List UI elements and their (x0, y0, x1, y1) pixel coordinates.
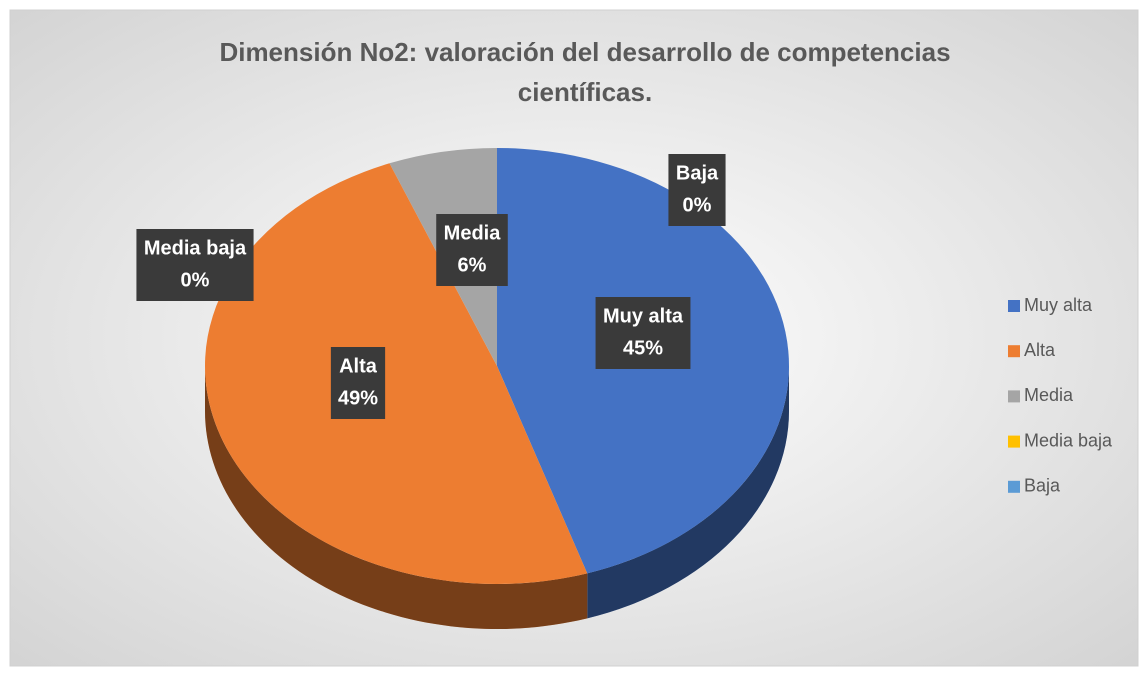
data-label-value: 0% (181, 269, 210, 291)
data-label-value: 45% (623, 337, 663, 359)
data-label-name: Baja (676, 162, 719, 184)
legend-label: Media baja (1024, 430, 1113, 450)
data-label-name: Media baja (144, 237, 247, 259)
legend-label: Alta (1024, 340, 1056, 360)
chart-title: Dimensión No2: valoración del desarrollo… (219, 37, 951, 107)
data-label: Muy alta 45% (595, 297, 691, 369)
data-label-box (436, 214, 508, 286)
data-label-box (668, 154, 726, 226)
data-label-name: Media (444, 222, 502, 244)
data-label-value: 49% (338, 387, 378, 409)
legend-swatch (1008, 300, 1020, 312)
legend-swatch (1008, 435, 1020, 448)
data-label-name: Alta (339, 355, 378, 377)
data-label-value: 6% (458, 254, 487, 276)
data-label: Baja 0% (668, 154, 726, 226)
data-label-name: Muy alta (603, 305, 684, 327)
data-label-box (595, 297, 691, 369)
legend: Muy alta Alta Media Media baja Baja (1008, 295, 1113, 496)
data-label: Media 6% (436, 214, 508, 286)
data-label: Alta 49% (330, 347, 386, 419)
data-label-box (330, 347, 386, 419)
side-shade (587, 366, 789, 619)
data-label-box (136, 229, 254, 301)
legend-swatch (1008, 345, 1020, 358)
side-shade (205, 366, 588, 629)
data-label-value: 0% (683, 194, 712, 216)
legend-swatch (1008, 480, 1020, 493)
slice (205, 163, 588, 584)
legend-label: Media (1024, 385, 1074, 405)
legend-label: Muy alta (1024, 295, 1093, 315)
legend-swatch (1008, 390, 1020, 403)
legend-label: Baja (1024, 476, 1061, 496)
data-label: Media baja 0% (136, 229, 254, 301)
